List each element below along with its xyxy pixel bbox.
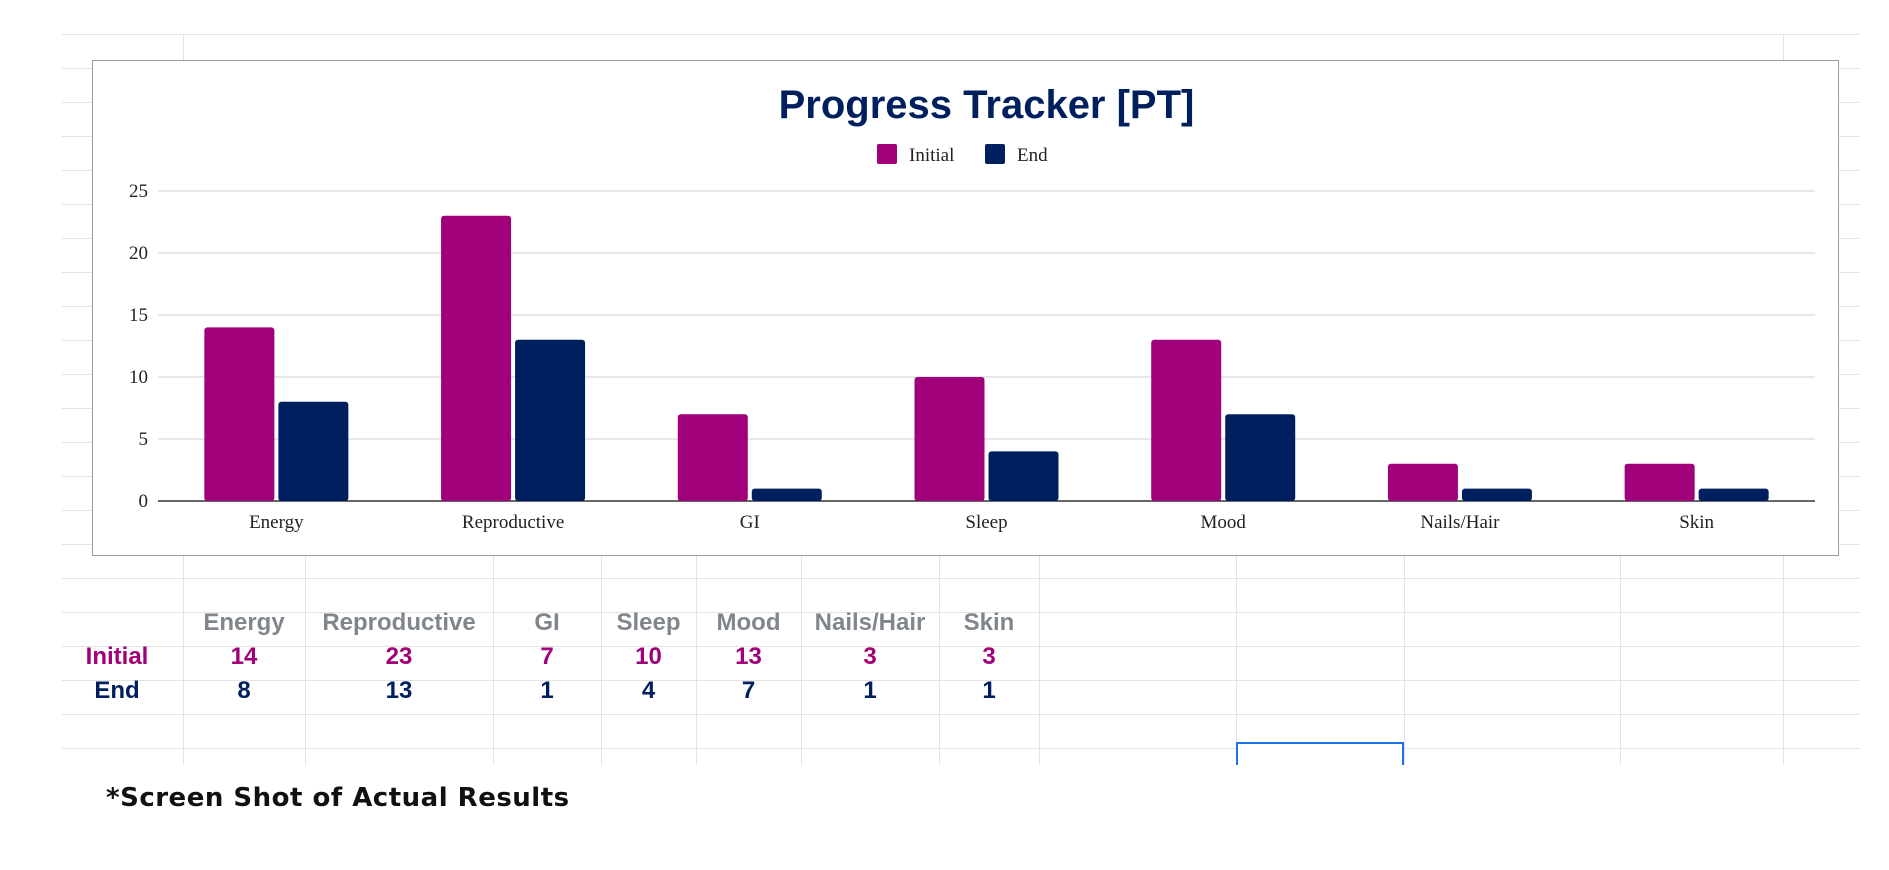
bar-end-reproductive — [515, 339, 586, 501]
column-divider — [1039, 556, 1040, 765]
chart-container[interactable]: Progress Tracker [PT] Initial End 0 5 10 15 20 2… — [92, 60, 1839, 556]
cell-initial-gi[interactable]: 7 — [540, 643, 554, 670]
header-skin[interactable]: Skin — [963, 609, 1015, 636]
x-tick-label: Mood — [1201, 512, 1247, 533]
cell-end-energy[interactable]: 8 — [237, 677, 251, 704]
x-tick-label: Reproductive — [462, 512, 564, 533]
legend-label-end: End — [1017, 145, 1048, 166]
column-divider — [601, 556, 602, 765]
header-nails-hair[interactable]: Nails/Hair — [814, 609, 926, 636]
bar-end-skin — [1698, 488, 1769, 501]
x-tick-label: Skin — [1679, 512, 1714, 533]
legend-swatch-initial — [877, 144, 897, 164]
bar-initial-skin — [1624, 463, 1695, 501]
y-tick-label: 10 — [129, 367, 148, 388]
cell-end-sleep[interactable]: 4 — [641, 677, 656, 704]
x-tick-label: Sleep — [965, 512, 1007, 533]
column-divider — [696, 556, 697, 765]
header-mood[interactable]: Mood — [716, 609, 781, 636]
header-sleep[interactable]: Sleep — [616, 609, 681, 636]
y-tick-label: 5 — [139, 429, 149, 450]
row-label-initial[interactable]: Initial — [85, 643, 149, 670]
bar-initial-nails-hair — [1387, 463, 1458, 501]
column-divider — [1404, 556, 1405, 765]
bar-end-mood — [1225, 414, 1296, 501]
bar-end-energy — [278, 401, 349, 501]
cell-end-gi[interactable]: 1 — [540, 677, 554, 704]
bar-chart: Progress Tracker [PT] Initial End 0 5 10 15 20 2… — [129, 83, 1815, 533]
cell-end-nails-hair[interactable]: 1 — [863, 677, 877, 704]
column-divider — [801, 556, 802, 765]
y-tick-label: 25 — [129, 181, 148, 202]
bar-initial-sleep — [914, 377, 985, 501]
cell-end-skin[interactable]: 1 — [982, 677, 996, 704]
column-divider — [1236, 556, 1237, 765]
y-tick-label: 20 — [129, 243, 148, 264]
column-divider — [305, 556, 306, 765]
x-tick-label: GI — [740, 512, 760, 533]
bar-end-nails-hair — [1461, 488, 1532, 501]
bar-end-gi — [751, 488, 822, 501]
cell-end-reproductive[interactable]: 13 — [385, 677, 413, 704]
legend-label-initial: Initial — [909, 145, 954, 166]
x-tick-label: Energy — [249, 512, 304, 533]
bar-initial-reproductive — [441, 215, 512, 502]
cell-end-mood[interactable]: 7 — [741, 677, 756, 704]
header-energy[interactable]: Energy — [203, 609, 285, 636]
cell-initial-reproductive[interactable]: 23 — [385, 643, 413, 670]
bar-end-sleep — [988, 451, 1059, 501]
header-gi[interactable]: GI — [534, 609, 560, 636]
column-divider — [939, 556, 940, 765]
bar-initial-mood — [1151, 339, 1222, 501]
bar-initial-energy — [204, 327, 275, 501]
legend-swatch-end — [985, 144, 1005, 164]
cell-initial-mood[interactable]: 13 — [735, 643, 762, 670]
row-label-end[interactable]: End — [94, 677, 140, 704]
column-divider — [493, 556, 494, 765]
cell-initial-nails-hair[interactable]: 3 — [863, 643, 877, 670]
cell-initial-energy[interactable]: 14 — [230, 643, 258, 670]
column-divider — [1620, 556, 1621, 765]
bar-initial-gi — [677, 414, 748, 501]
cell-initial-sleep[interactable]: 10 — [635, 643, 662, 670]
footnote: *Screen Shot of Actual Results — [106, 783, 570, 813]
chart-title: Progress Tracker [PT] — [779, 83, 1195, 127]
x-tick-label: Nails/Hair — [1420, 512, 1500, 533]
page-margin — [0, 765, 1889, 870]
cell-initial-skin[interactable]: 3 — [982, 643, 996, 670]
y-tick-label: 15 — [129, 305, 148, 326]
header-reproductive[interactable]: Reproductive — [322, 609, 476, 636]
y-tick-label: 0 — [139, 491, 149, 512]
